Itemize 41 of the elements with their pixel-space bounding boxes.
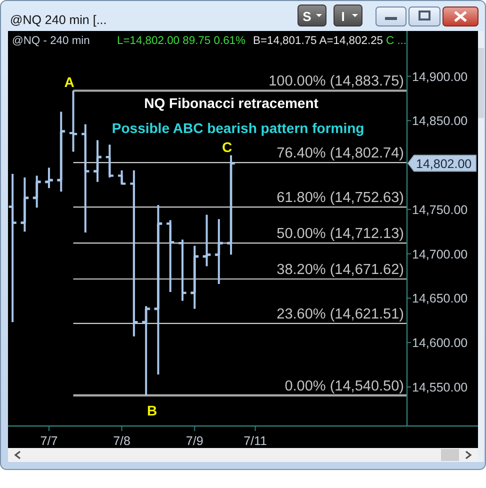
candlestick <box>202 214 211 268</box>
x-tick-label: 7/8 <box>113 434 131 448</box>
annotation: L=14,802.00 89.75 0.61% <box>117 35 246 47</box>
ref-line-label: 50.00% (14,712.13) <box>276 226 404 242</box>
ref-line-label: 0.00% (14,540.50) <box>284 378 404 394</box>
ref-line-label: 23.60% (14,621.51) <box>276 306 404 322</box>
text: 14,802.00 <box>416 156 472 171</box>
x-tick-label: 7/9 <box>186 434 204 448</box>
annotation: @NQ - 240 min <box>12 35 90 47</box>
text: @NQ 240 min [... <box>10 13 107 27</box>
candlestick <box>45 166 53 190</box>
y-tick-label: 14,900.00 <box>412 70 468 84</box>
candlestick <box>214 218 223 285</box>
y-tick-label: 14,850.00 <box>412 114 468 128</box>
y-tick-label: 14,700.00 <box>412 247 468 262</box>
text: S <box>302 9 312 24</box>
candlestick <box>142 305 150 396</box>
candlestick <box>8 172 16 324</box>
candlestick <box>118 169 126 186</box>
y-tick-label: 14,600.00 <box>412 336 468 350</box>
y-tick-label: 14,650.00 <box>412 292 468 306</box>
ref-line-label: 38.20% (14,671.62) <box>276 262 404 278</box>
annotation: B <box>147 402 158 418</box>
text: Possible ABC bearish pattern forming <box>112 120 364 136</box>
annotation: B=14,801.75 A=14,802.25 <box>253 35 384 47</box>
x-tick-label: 7/11 <box>244 434 268 448</box>
text: I <box>341 9 345 24</box>
candlestick <box>94 139 102 183</box>
x-tick-label: 7/7 <box>40 434 58 448</box>
ref-line-label: 76.40% (14,802.74) <box>276 146 404 162</box>
y-tick-label: 14,750.00 <box>412 202 468 217</box>
annotation: A <box>64 74 74 90</box>
ref-line-label: 61.80% (14,752.63) <box>276 190 404 206</box>
text: NQ Fibonacci retracement <box>144 95 319 111</box>
candlestick <box>106 144 114 178</box>
annotation: C <box>222 138 232 155</box>
candlestick <box>166 219 174 293</box>
y-tick-label: 14,550.00 <box>412 380 468 394</box>
ref-line-label: 100.00% (14,883.75) <box>268 74 404 90</box>
annotation: C ... <box>386 35 407 47</box>
candlestick <box>32 174 41 209</box>
